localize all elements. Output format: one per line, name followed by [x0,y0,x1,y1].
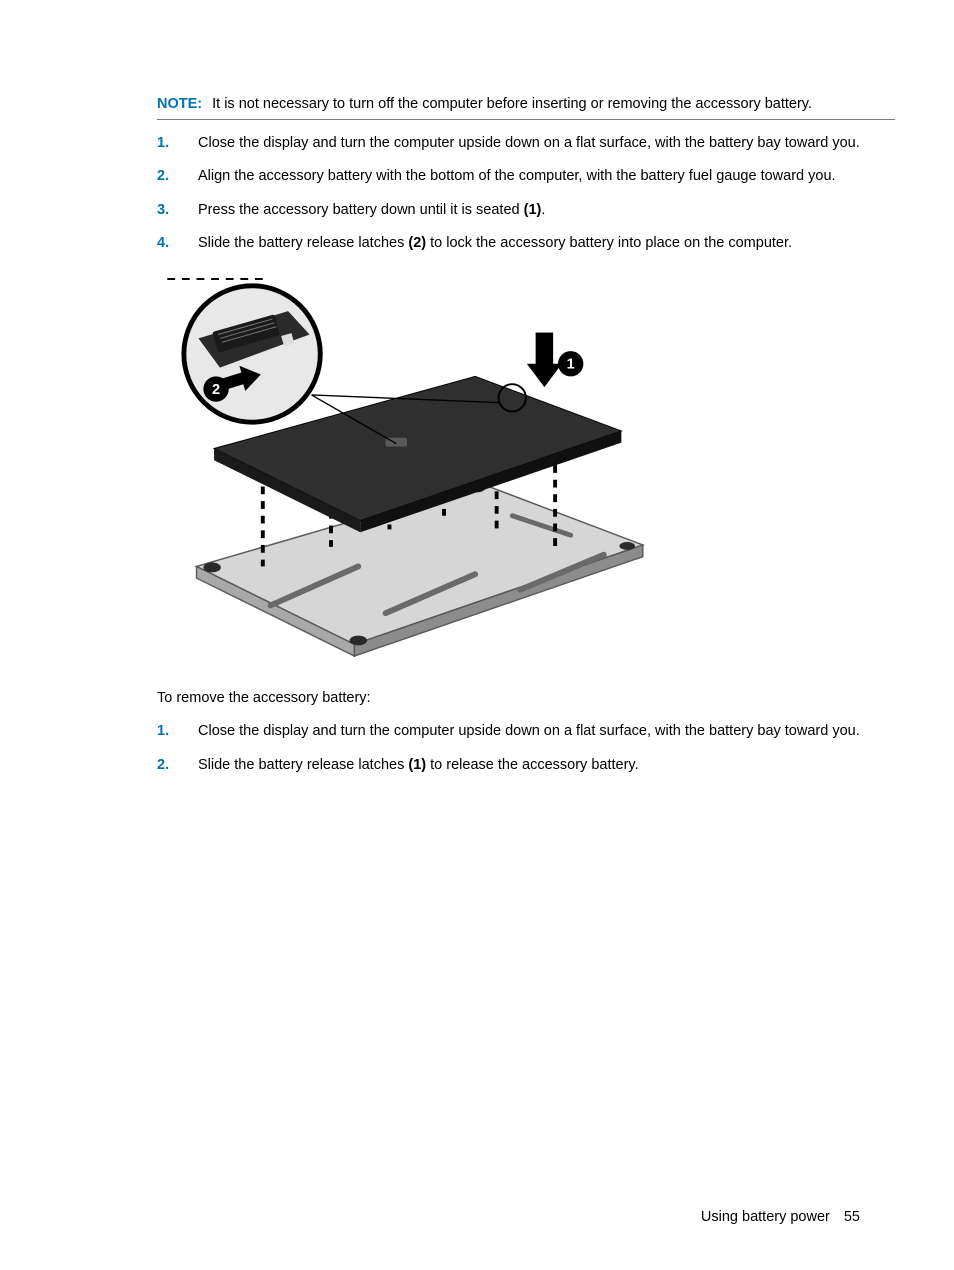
battery-illustration-svg: 1 2 [157,278,657,658]
install-steps-list: Close the display and turn the computer … [157,134,895,254]
callout-2-number: 2 [212,382,220,398]
laptop-foot [350,635,368,645]
step-text-prefix: Slide the battery release latches [198,235,408,251]
document-page: NOTE: It is not necessary to turn off the… [0,0,954,1270]
step-text-bold: (2) [408,235,426,251]
step-text-prefix: Slide the battery release latches [198,757,408,773]
step-text: Close the display and turn the computer … [198,135,860,151]
step-text-bold: (1) [408,757,426,773]
laptop-foot [619,542,635,550]
footer-page-number: 55 [844,1209,860,1225]
step-text-suffix: to release the accessory battery. [426,757,639,773]
step-text-suffix: to lock the accessory battery into place… [426,235,792,251]
note-label: NOTE: [157,96,202,112]
step-text-bold: (1) [524,202,542,218]
remove-intro: To remove the accessory battery: [157,689,895,709]
remove-steps-list: Close the display and turn the computer … [157,722,895,775]
page-footer: Using battery power 55 [701,1209,860,1225]
remove-step: Close the display and turn the computer … [157,722,895,742]
laptop-foot [203,562,221,572]
install-step: Close the display and turn the computer … [157,134,895,154]
step-text: Align the accessory battery with the bot… [198,168,836,184]
note-block: NOTE: It is not necessary to turn off the… [157,95,895,120]
footer-section: Using battery power [701,1209,830,1225]
install-step: Slide the battery release latches (2) to… [157,234,895,254]
step-text-suffix: . [541,202,545,218]
callout-1-number: 1 [567,356,575,372]
note-text: It is not necessary to turn off the comp… [212,96,812,112]
step-text-prefix: Press the accessory battery down until i… [198,202,524,218]
install-step: Press the accessory battery down until i… [157,201,895,221]
install-step: Align the accessory battery with the bot… [157,167,895,187]
battery-illustration: 1 2 [157,278,895,663]
step-text: Close the display and turn the computer … [198,723,860,739]
down-arrow-icon [527,332,562,387]
remove-step: Slide the battery release latches (1) to… [157,756,895,776]
